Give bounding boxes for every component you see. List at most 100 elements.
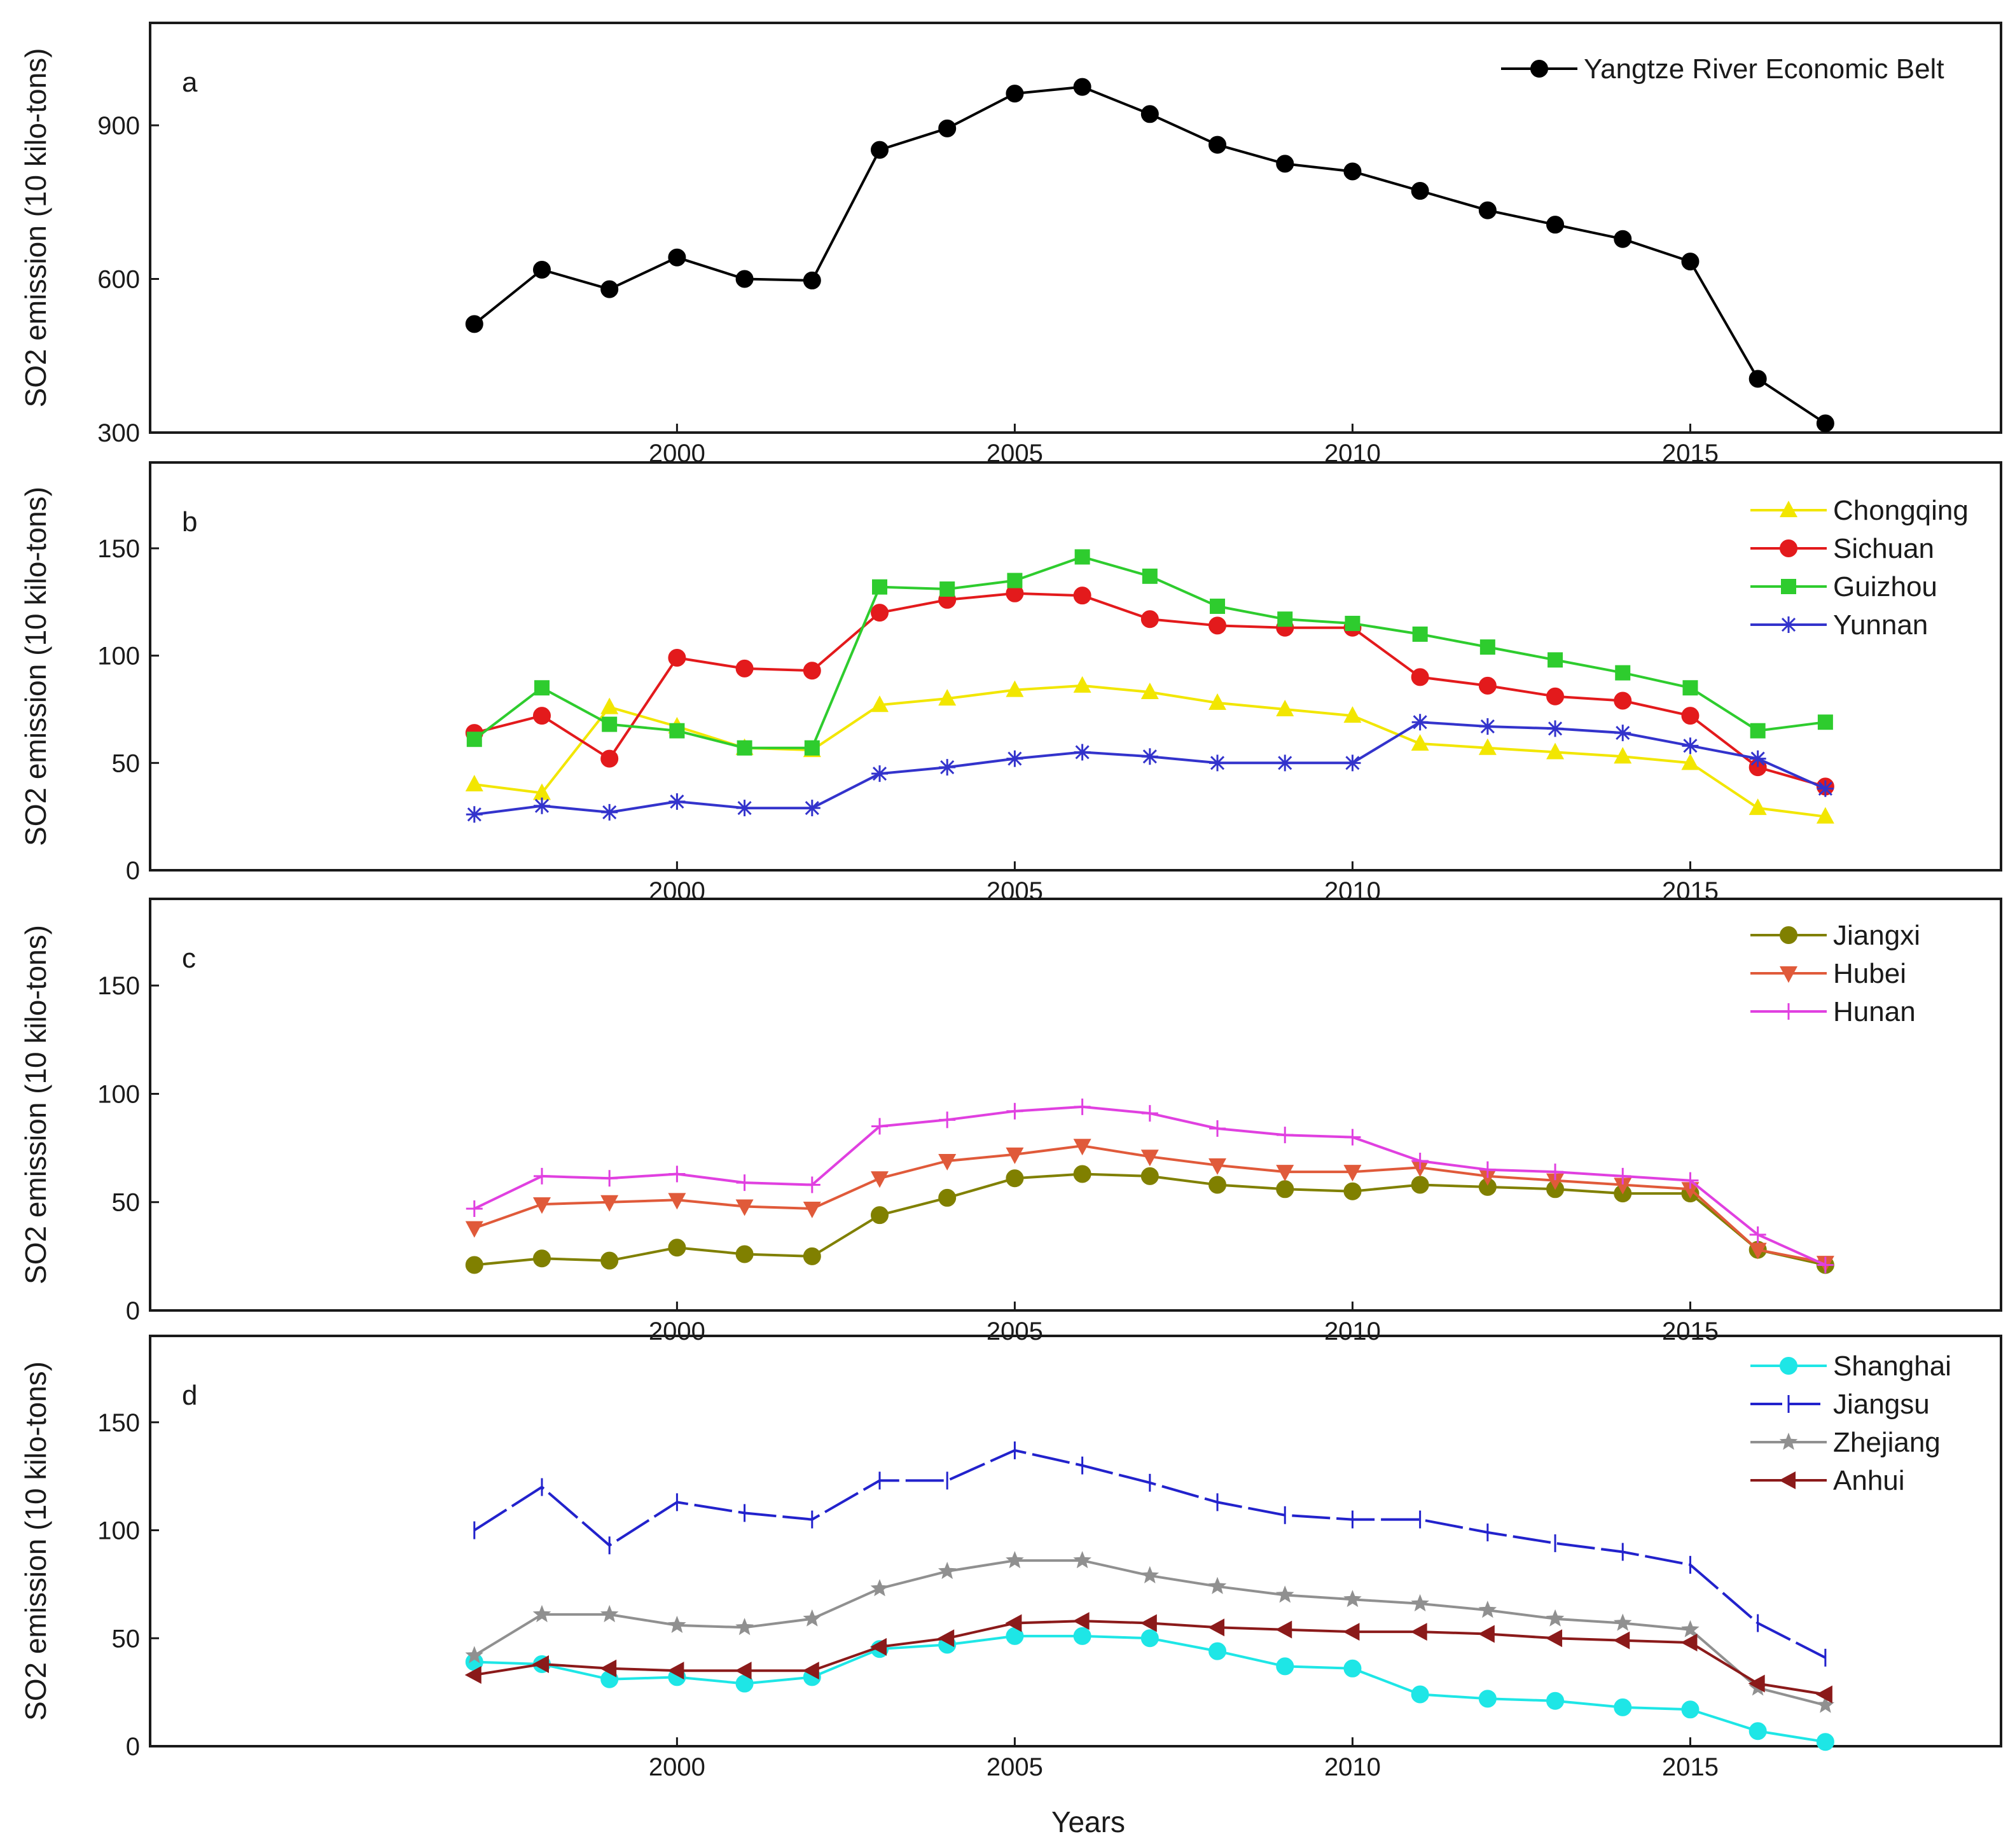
data-point xyxy=(1749,750,1766,767)
series-yangtze-river-economic-belt xyxy=(465,78,1834,433)
panel-letter: b xyxy=(182,506,197,538)
data-point xyxy=(533,1167,550,1185)
series-sichuan xyxy=(465,584,1834,796)
data-point xyxy=(939,1111,956,1129)
data-point xyxy=(1682,737,1699,754)
data-point xyxy=(1411,668,1429,686)
data-point xyxy=(1817,714,1833,730)
y-tick-label: 600 xyxy=(97,266,140,294)
data-point xyxy=(1208,1642,1227,1660)
data-point xyxy=(1748,1674,1765,1693)
data-point xyxy=(1479,718,1496,735)
data-point xyxy=(1276,1585,1294,1603)
legend-entry: Jiangsu xyxy=(1750,1389,1930,1420)
series-jiangxi xyxy=(465,1165,1834,1274)
data-point xyxy=(1074,549,1090,565)
data-point xyxy=(532,261,551,279)
data-point xyxy=(1140,1566,1160,1583)
legend-entry: Sichuan xyxy=(1750,533,1934,564)
data-point xyxy=(1208,1158,1227,1175)
data-point xyxy=(1681,1182,1700,1199)
data-point xyxy=(1073,1551,1091,1569)
legend-entry: Zhejiang xyxy=(1750,1427,1941,1458)
data-point xyxy=(1613,1631,1630,1650)
data-point xyxy=(1748,1242,1767,1260)
data-point xyxy=(1816,1733,1834,1751)
legend-label: Hunan xyxy=(1833,996,1916,1027)
data-point xyxy=(803,662,821,680)
data-point xyxy=(466,806,483,823)
data-point xyxy=(1816,807,1834,824)
data-point xyxy=(735,1199,754,1216)
legend-marker xyxy=(1780,1357,1797,1375)
data-point xyxy=(872,579,888,595)
data-point xyxy=(938,1562,957,1580)
data-point xyxy=(465,1646,483,1664)
data-point xyxy=(1681,753,1700,770)
y-tick-label: 900 xyxy=(97,112,140,140)
data-point xyxy=(1208,135,1227,154)
data-point xyxy=(804,740,820,756)
data-point xyxy=(1006,1102,1023,1120)
data-point xyxy=(1478,1601,1497,1618)
data-point xyxy=(534,680,550,696)
series-jiangsu xyxy=(473,1441,1827,1667)
data-point xyxy=(1816,1695,1835,1713)
data-point xyxy=(1343,1165,1362,1182)
data-point xyxy=(1750,723,1766,739)
data-point xyxy=(1546,1692,1565,1710)
data-point xyxy=(736,800,753,817)
data-point xyxy=(803,1201,821,1218)
data-point xyxy=(1682,680,1698,696)
data-point xyxy=(669,723,685,739)
data-point xyxy=(871,695,889,712)
panel-c: 0 50 100 150 2000 2005 2010 2015 SO2 emission (1… xyxy=(19,898,2002,1345)
legend-label: Yangtze River Economic Belt xyxy=(1584,53,1944,85)
data-point xyxy=(1343,1659,1362,1678)
data-point xyxy=(533,797,550,814)
data-point xyxy=(600,749,619,768)
data-point xyxy=(1142,568,1158,584)
data-point xyxy=(803,1609,822,1627)
y-axis-title: SO2 emission (10 kilo-tons) xyxy=(19,487,52,846)
data-point xyxy=(1546,216,1565,234)
data-point xyxy=(1073,1165,1091,1183)
data-point xyxy=(1547,1164,1564,1181)
data-point xyxy=(1073,1139,1091,1156)
data-point xyxy=(1006,1147,1024,1164)
data-point xyxy=(1478,1690,1497,1708)
data-point xyxy=(466,732,482,747)
x-tick-label: 2005 xyxy=(987,1753,1043,1781)
data-point xyxy=(1343,162,1362,181)
data-point xyxy=(668,793,686,810)
data-point xyxy=(1073,587,1091,605)
data-point xyxy=(1815,1685,1832,1704)
data-point xyxy=(1547,720,1564,737)
data-point xyxy=(1073,676,1091,693)
x-tick-label: 2005 xyxy=(987,877,1043,905)
data-point xyxy=(1748,798,1767,816)
data-point xyxy=(601,803,618,821)
y-tick-label: 0 xyxy=(126,1297,140,1325)
data-point xyxy=(939,759,956,776)
data-point xyxy=(871,141,889,159)
data-point xyxy=(1412,626,1428,642)
data-point xyxy=(871,1118,889,1135)
data-point xyxy=(1210,599,1226,615)
legend-entry: Hubei xyxy=(1750,958,1906,989)
data-point xyxy=(1411,733,1429,751)
data-point xyxy=(1411,1685,1429,1704)
data-point xyxy=(532,707,551,725)
data-point xyxy=(1209,1120,1226,1137)
plot-frame xyxy=(149,461,2002,872)
y-tick-label: 50 xyxy=(112,1625,141,1653)
data-point xyxy=(1276,155,1294,173)
data-point xyxy=(668,1193,686,1210)
legend-marker xyxy=(1780,926,1797,944)
data-point xyxy=(1548,652,1563,668)
data-point xyxy=(465,315,483,333)
data-point xyxy=(1276,1657,1294,1676)
x-axis-title: Years xyxy=(1051,1805,1125,1838)
